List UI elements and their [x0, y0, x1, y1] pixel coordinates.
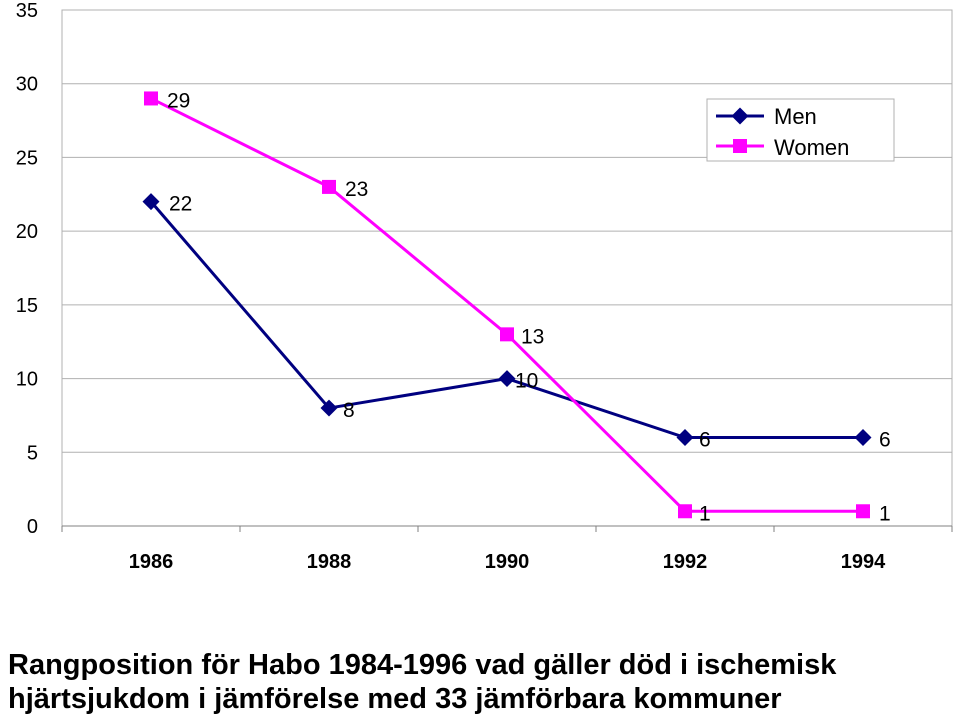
axes: 0 5 10 15 20 25 30 35 1986 1988 1990 1992 1994	[16, 0, 953, 573]
point-women	[856, 504, 870, 519]
legend-women-label: Women	[774, 135, 849, 160]
caption-line-2: hjärtsjukdom i jämförelse med 33 jämförb…	[8, 683, 782, 715]
point-men	[498, 370, 516, 388]
point-men	[676, 429, 694, 447]
point-men	[142, 193, 160, 211]
point-women	[678, 504, 692, 519]
point-men	[320, 399, 338, 417]
y-tick-label: 0	[27, 516, 38, 538]
y-tick-label: 35	[16, 0, 38, 22]
point-women	[144, 91, 158, 106]
series	[142, 91, 872, 519]
chart-caption: Rangposition för Habo 1984-1996 vad gäll…	[8, 648, 958, 716]
line-chart: 0 5 10 15 20 25 30 35 1986 1988 1990 1992 1994 22 8 10…	[16, 0, 953, 573]
point-men	[854, 429, 872, 447]
data-label-men: 6	[879, 429, 891, 452]
data-label-women: 29	[167, 89, 190, 112]
data-label-men: 6	[699, 429, 711, 452]
data-labels: 22 8 10 6 6 29 23 13 1 1	[167, 89, 891, 525]
plot-area	[61, 9, 953, 527]
x-tick-label: 1992	[663, 551, 708, 573]
y-tick-label: 5	[27, 442, 38, 464]
x-tick-label: 1988	[307, 551, 352, 573]
x-tick-label: 1994	[841, 551, 886, 573]
legend-women-marker	[733, 139, 747, 153]
y-tick-label: 20	[16, 221, 38, 243]
data-label-women: 13	[521, 325, 544, 348]
data-label-women: 1	[879, 502, 891, 525]
legend: Men Women	[706, 98, 895, 162]
data-label-men: 10	[515, 370, 538, 393]
y-tick-label: 25	[16, 147, 38, 169]
data-label-men: 8	[343, 399, 355, 422]
data-label-men: 22	[169, 193, 192, 216]
y-tick-label: 10	[16, 369, 38, 391]
series-line-men	[149, 200, 863, 440]
point-women	[322, 179, 336, 194]
legend-men-marker	[731, 107, 749, 125]
data-label-women: 23	[345, 178, 368, 201]
y-tick-label: 15	[16, 295, 38, 317]
data-label-women: 1	[699, 502, 711, 525]
x-tick-label: 1990	[485, 551, 530, 573]
legend-men-label: Men	[774, 104, 817, 129]
gridlines	[61, 9, 953, 527]
point-women	[500, 327, 514, 342]
caption-line-1: Rangposition för Habo 1984-1996 vad gäll…	[8, 649, 837, 681]
x-tick-label: 1986	[129, 551, 174, 573]
y-tick-label: 30	[16, 74, 38, 96]
